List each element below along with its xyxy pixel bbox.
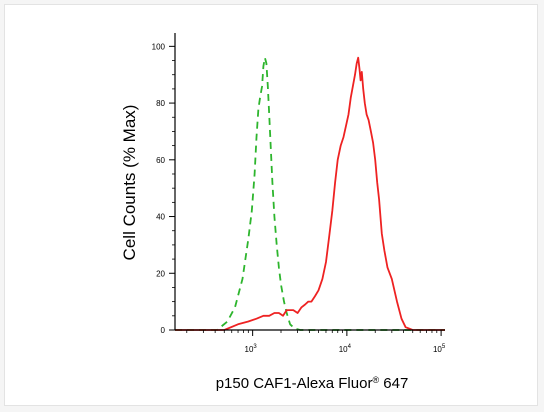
- y-tick-label: 40: [156, 213, 165, 222]
- histogram-chart: 0 20 40 60 80 100 103 104 105 Cell Counts (% Ma…: [120, 33, 446, 392]
- y-axis-ticks: 0 20 40 60 80 100: [152, 42, 175, 335]
- chart-panel: 0 20 40 60 80 100 103 104 105 Cell Counts (% Ma…: [4, 4, 538, 406]
- y-tick-label: 20: [156, 269, 165, 278]
- x-axis-ticks: 103 104 105: [186, 330, 446, 354]
- x-axis-title: p150 CAF1-Alexa Fluor® 647: [216, 375, 409, 392]
- x-tick-label: 105: [433, 344, 446, 354]
- x-axis-title-registered-mark: ®: [372, 375, 379, 385]
- histogram-series-line: [175, 56, 445, 331]
- y-tick-label: 100: [152, 42, 166, 51]
- y-tick-label: 0: [161, 326, 166, 335]
- y-axis-title: Cell Counts (% Max): [120, 105, 139, 261]
- histogram-series-line: [175, 56, 445, 331]
- y-tick-label: 60: [156, 156, 165, 165]
- x-axis-title-tail: 647: [379, 375, 408, 392]
- x-tick-label: 104: [339, 344, 352, 354]
- x-axis-title-main: p150 CAF1-Alexa Fluor: [216, 375, 373, 392]
- series-layer: [175, 56, 445, 331]
- y-tick-label: 80: [156, 99, 165, 108]
- x-tick-label: 103: [245, 344, 258, 354]
